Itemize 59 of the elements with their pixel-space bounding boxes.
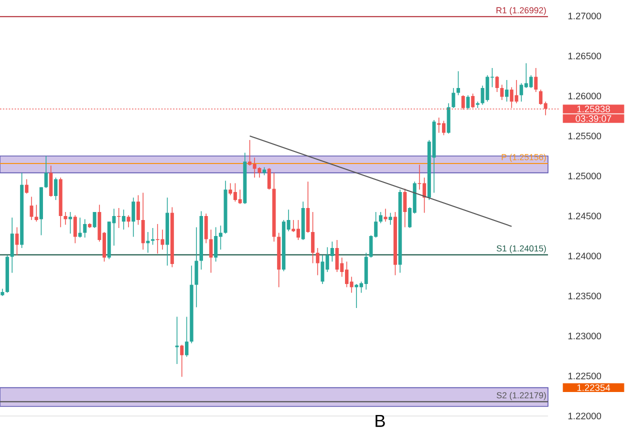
candlestick xyxy=(316,248,320,276)
candlestick xyxy=(78,217,82,238)
candlestick xyxy=(534,68,538,92)
candlestick xyxy=(500,84,504,100)
candlestick xyxy=(194,226,198,308)
candlestick xyxy=(204,213,208,244)
candlestick xyxy=(136,194,140,226)
y-tick-label: 1.22000 xyxy=(568,412,602,420)
y-tick-label: 1.22500 xyxy=(568,372,602,380)
candlestick xyxy=(311,212,315,264)
text: 03:39:07 xyxy=(576,115,612,122)
candlestick xyxy=(64,212,68,226)
candlestick xyxy=(24,178,28,194)
candlestick xyxy=(452,88,456,108)
candlestick xyxy=(505,80,509,102)
ref-line-label: S2 (1.22179) xyxy=(496,392,546,400)
candlestick xyxy=(117,208,121,228)
y-tick-label: 1.26500 xyxy=(568,52,602,60)
candlestick xyxy=(495,76,499,92)
candlestick xyxy=(15,226,19,256)
candlestick xyxy=(54,177,58,200)
candlestick xyxy=(466,94,470,110)
candlestick xyxy=(184,316,188,358)
candlestick xyxy=(73,214,77,244)
candlestick xyxy=(30,196,34,220)
candlestick xyxy=(141,192,145,250)
candlestick xyxy=(180,344,184,378)
candlestick xyxy=(10,217,14,274)
candlestick xyxy=(34,204,38,222)
candlestick xyxy=(83,218,87,238)
ref-line-label: R1 (1.26992) xyxy=(496,6,546,16)
candlestick xyxy=(44,156,48,188)
candlestick xyxy=(49,165,53,198)
candlestick xyxy=(388,212,392,226)
candlestick xyxy=(151,228,155,246)
text: 1.22354 xyxy=(577,384,610,391)
y-tick-label: 1.23000 xyxy=(568,332,602,340)
candlestick xyxy=(306,181,310,234)
y-tick-label: 1.25000 xyxy=(568,172,602,180)
candlestick xyxy=(403,188,407,228)
y-tick-label: 1.27000 xyxy=(568,12,602,20)
candlestick xyxy=(378,212,382,224)
candlestick xyxy=(456,70,460,96)
y-tick-label: 1.26000 xyxy=(568,92,602,100)
candlestick xyxy=(175,316,179,364)
y-tick-label: 1.25500 xyxy=(568,132,602,140)
y-tick-label: 1.24000 xyxy=(568,252,602,260)
annotation: B xyxy=(376,414,385,427)
candlestick xyxy=(209,229,213,274)
y-tick-label: 1.23500 xyxy=(568,292,602,300)
candlestick xyxy=(126,214,130,228)
candlestick xyxy=(122,209,126,230)
y-tick-label: 1.24500 xyxy=(568,212,602,220)
candlestick xyxy=(132,197,136,238)
ref-line-label: S1 (1.24015) xyxy=(496,245,546,254)
candlestick xyxy=(267,168,271,190)
candlestick xyxy=(92,212,96,228)
ref-line-label: P (1.25156) xyxy=(502,154,546,162)
ref-line-label: 1.25838 xyxy=(577,106,610,112)
